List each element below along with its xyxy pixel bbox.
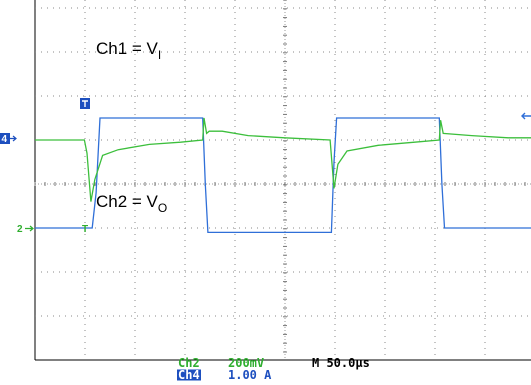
- ch4-arrow-icon: [10, 135, 17, 142]
- ch4-name: Ch4: [178, 368, 200, 382]
- trigger-position-marker: T: [82, 224, 88, 235]
- ch1-label: Ch1 = VI: [96, 39, 161, 62]
- ch2-trace: [35, 117, 531, 202]
- ch4-scale: 1.00 A: [228, 368, 272, 382]
- ch4-ground-marker: 4: [0, 133, 17, 145]
- ch2-ground-marker: 2: [17, 224, 34, 235]
- ch2-label: Ch2 = VO: [96, 192, 167, 215]
- grid: [34, 0, 531, 361]
- ch2-name: Ch2: [178, 356, 200, 370]
- ch4-name-background: [177, 369, 201, 381]
- ch1-trace: [35, 117, 531, 234]
- timebase: M 50.0µs: [312, 356, 370, 370]
- ch2-scale: 200mV: [228, 356, 264, 370]
- ch4-ground-label: 4: [2, 134, 8, 145]
- trigger-flag-icon: [82, 100, 88, 107]
- trigger-marker: [80, 98, 90, 109]
- ch2-arrow-icon: [25, 225, 34, 232]
- ch2-ground-label: 2: [17, 224, 23, 235]
- trigger-level-arrow-icon: [521, 112, 531, 120]
